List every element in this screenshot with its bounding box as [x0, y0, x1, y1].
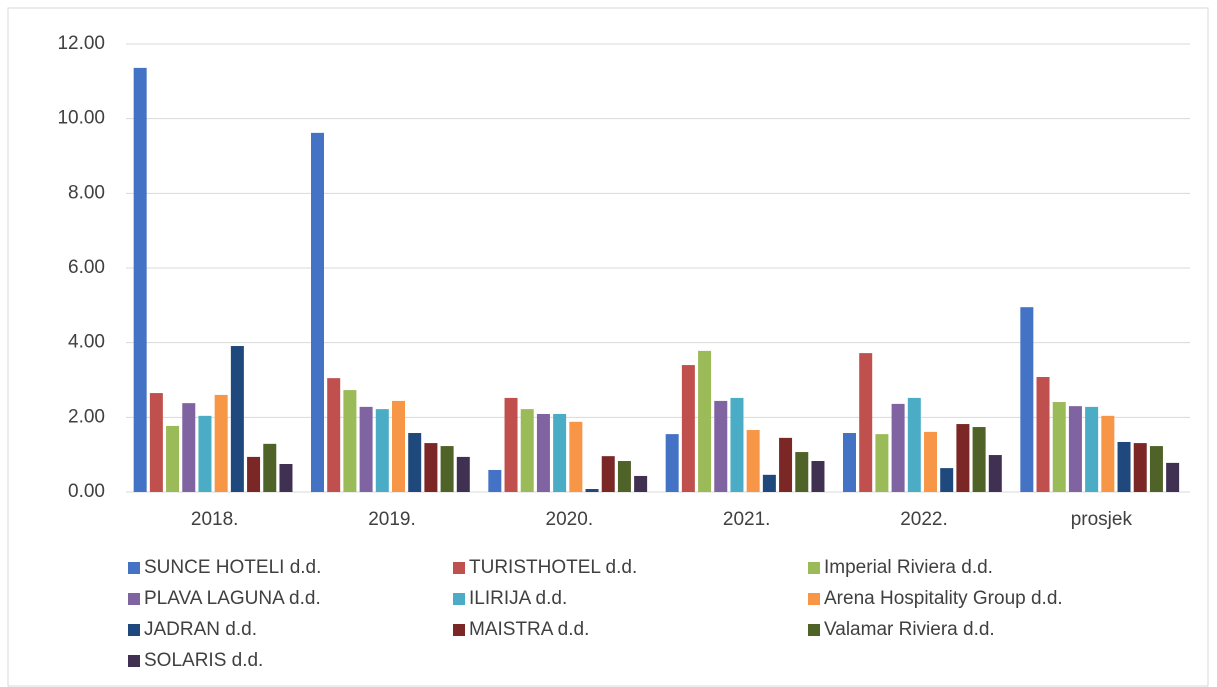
bar: [1085, 406, 1099, 492]
x-tick-label: prosjek: [1071, 509, 1133, 530]
bar: [924, 431, 937, 492]
x-tick-label: 2019.: [368, 509, 416, 530]
bar: [811, 461, 825, 492]
bar: [665, 434, 679, 492]
legend-swatch: [808, 593, 820, 605]
bar: [843, 433, 856, 492]
x-tick-label: 2018.: [191, 509, 239, 530]
bar: [520, 409, 534, 492]
bar: [553, 413, 567, 492]
bar: [585, 489, 599, 492]
legend-label: JADRAN d.d.: [144, 619, 257, 640]
bar: [1101, 415, 1115, 492]
bar: [247, 456, 261, 492]
bar: [359, 406, 373, 492]
bar: [327, 378, 341, 492]
chart-border: [7, 7, 1209, 687]
bar: [762, 474, 776, 492]
bar: [149, 393, 163, 492]
bar: [746, 430, 760, 492]
legend-swatch: [453, 593, 465, 605]
bar: [972, 427, 986, 492]
bar: [182, 403, 196, 492]
legend-swatch: [453, 562, 465, 574]
bar: [343, 390, 357, 492]
legend-label: ILIRIJA d.d.: [469, 588, 567, 609]
bar: [536, 413, 550, 492]
legend-swatch: [128, 593, 140, 605]
bar: [634, 475, 648, 492]
bar: [133, 67, 147, 492]
legend-swatch: [808, 624, 820, 636]
bar: [1149, 446, 1163, 492]
bar: [1052, 402, 1066, 492]
bar: [1133, 443, 1147, 492]
legend-swatch: [453, 624, 465, 636]
bar: [198, 415, 212, 492]
legend-label: MAISTRA d.d.: [469, 619, 589, 640]
bar: [1068, 406, 1082, 492]
bar: [569, 421, 583, 492]
bar: [279, 464, 293, 492]
x-tick-label: 2020.: [546, 509, 594, 530]
legend-swatch: [128, 562, 140, 574]
bar: [424, 443, 438, 492]
bar: [263, 443, 277, 492]
bar: [681, 365, 695, 492]
bar: [601, 456, 615, 492]
legend-swatch: [128, 624, 140, 636]
legend-label: Arena Hospitality Group d.d.: [824, 588, 1063, 609]
bar: [311, 132, 324, 492]
bar: [617, 461, 631, 492]
bar: [408, 433, 422, 492]
bar: [875, 434, 889, 492]
bar: [166, 425, 180, 492]
x-tick-label: 2021.: [723, 509, 771, 530]
bar: [988, 455, 1002, 492]
bar: [1020, 307, 1034, 492]
bar: [698, 350, 712, 492]
y-tick-label: 8.00: [68, 182, 105, 203]
bar: [456, 456, 470, 492]
bar: [1117, 441, 1131, 492]
y-tick-label: 0.00: [68, 481, 105, 502]
y-tick-label: 4.00: [68, 332, 105, 353]
bar: [488, 469, 502, 492]
bar: [795, 452, 809, 492]
legend-swatch: [128, 655, 140, 667]
bar: [375, 409, 389, 492]
y-tick-label: 10.00: [57, 108, 105, 129]
bar: [891, 403, 905, 492]
legend-swatch: [808, 562, 820, 574]
bar: [714, 400, 728, 492]
bar: [907, 397, 921, 492]
bar: [956, 424, 970, 492]
y-tick-label: 6.00: [68, 257, 105, 278]
legend-label: SUNCE HOTELI d.d.: [144, 557, 321, 578]
bar: [1036, 377, 1050, 492]
x-tick-label: 2022.: [900, 509, 948, 530]
bar: [779, 437, 793, 492]
bar: [1166, 462, 1180, 492]
bar: [440, 446, 454, 492]
legend-label: Imperial Riviera d.d.: [824, 557, 993, 578]
bar: [392, 400, 405, 492]
bar: [730, 397, 744, 492]
bar: [504, 397, 518, 492]
bar: [940, 468, 954, 492]
bar: [859, 353, 873, 492]
y-tick-label: 2.00: [68, 406, 105, 427]
legend-label: PLAVA LAGUNA d.d.: [144, 588, 321, 609]
bar: [230, 346, 244, 492]
y-tick-label: 12.00: [57, 33, 105, 54]
legend-label: SOLARIS d.d.: [144, 650, 263, 671]
legend-label: Valamar Riviera d.d.: [824, 619, 995, 640]
bar: [214, 394, 228, 492]
legend-label: TURISTHOTEL d.d.: [469, 557, 637, 578]
